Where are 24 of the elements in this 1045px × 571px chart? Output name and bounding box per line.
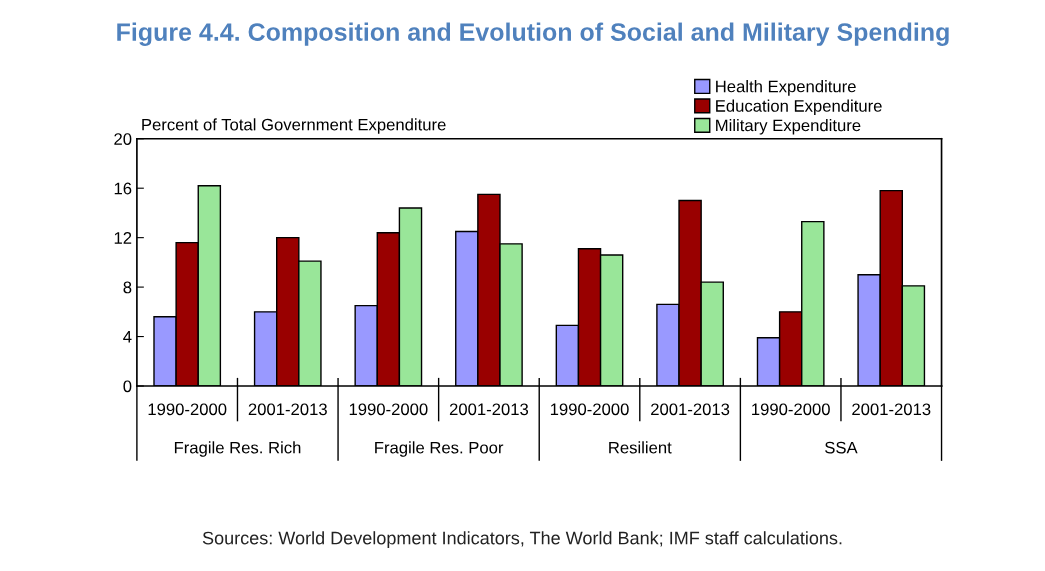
text: Fragile Res. Rich (174, 441, 301, 457)
legend-label: Military Expenditure (716, 119, 861, 135)
x-tick-label: 1990-2000 (752, 403, 830, 416)
y-tick-label: 20 (114, 133, 132, 145)
x-tick-label: 2001-2013 (651, 403, 730, 416)
x-tick-label: 2001-2013 (449, 403, 529, 416)
y-tick-label: 12 (114, 232, 132, 244)
y-tick-label: 0 (123, 380, 132, 393)
y-tick-label: 4 (123, 331, 132, 343)
y-tick-label: 8 (123, 281, 132, 294)
y-tick-label: 16 (114, 182, 132, 195)
source-note: Sources: World Development Indicators, The World Bank; IMF staff calculations. (202, 531, 842, 549)
x-tick-label: 2001-2013 (852, 403, 931, 416)
text: Fragile Res. Poor (375, 441, 504, 457)
legend-label: Education Expenditure (716, 99, 882, 116)
y-axis-title: Percent of Total Government Expenditure (142, 118, 446, 134)
chart-title: Figure 4.4. Composition and Evolution of Social and Military Spending (117, 22, 949, 46)
legend-label: Health Expenditure (716, 80, 856, 96)
x-tick-label: 1990-2000 (349, 403, 428, 416)
x-tick-label: 1990-2000 (550, 403, 629, 416)
x-tick-label: 1990-2000 (148, 403, 227, 416)
x-tick-label: 2001-2013 (248, 403, 327, 416)
text: SSA (825, 441, 858, 454)
text: Resilient (609, 441, 672, 454)
